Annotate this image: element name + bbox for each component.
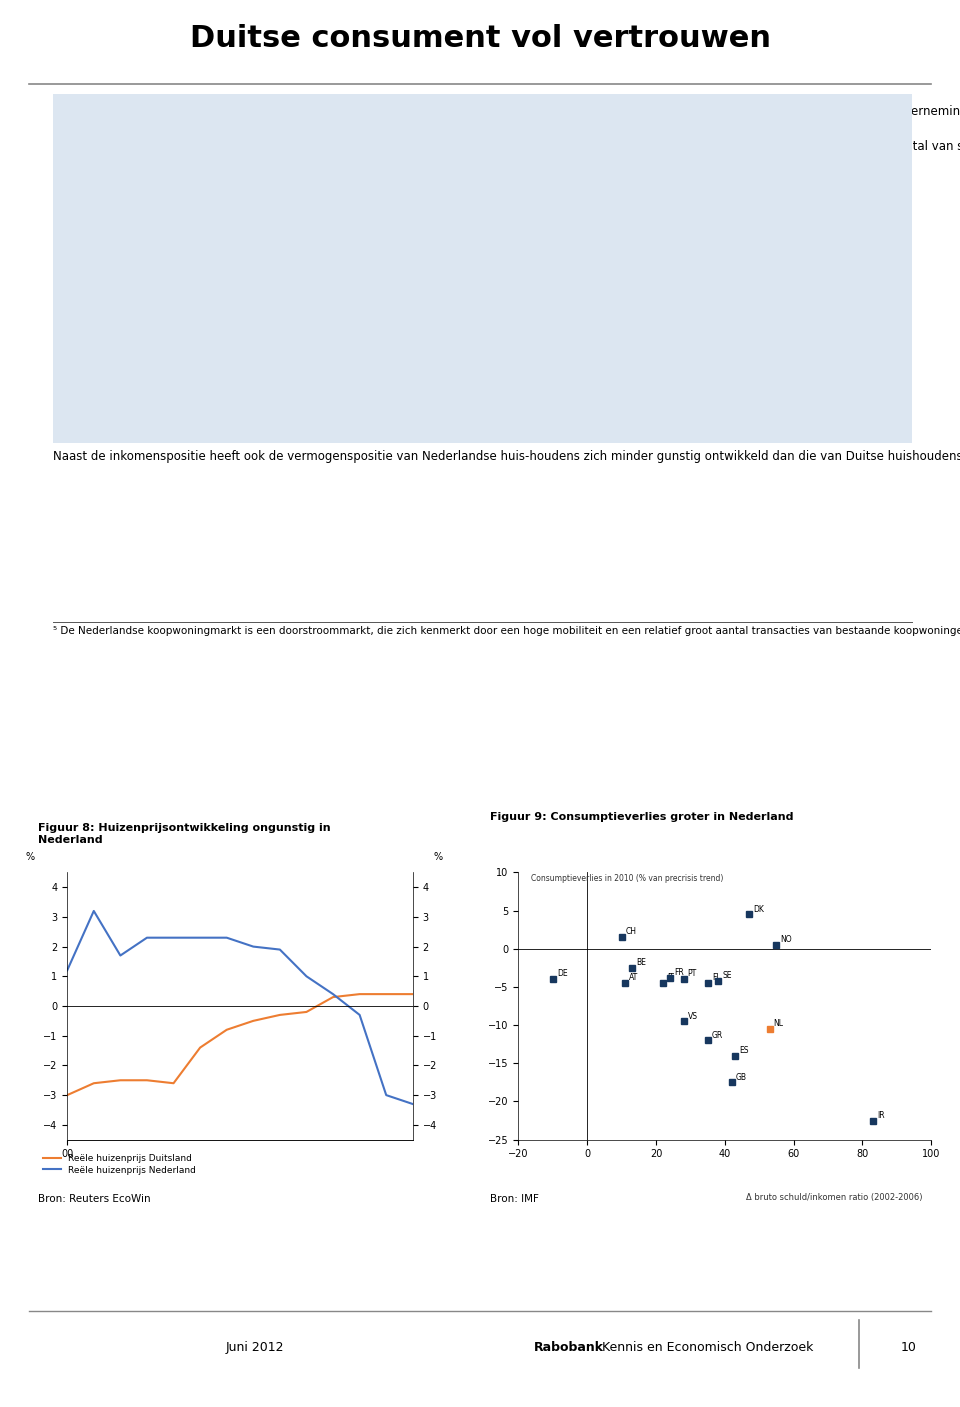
Text: 10: 10 — [900, 1341, 917, 1354]
Text: VS: VS — [687, 1012, 698, 1020]
Legend: Reële huizenprijs Duitsland, Reële huizenprijs Nederland: Reële huizenprijs Duitsland, Reële huize… — [43, 1154, 196, 1175]
Text: NO: NO — [780, 936, 792, 944]
Text: DE: DE — [557, 969, 567, 978]
Text: AT: AT — [629, 974, 638, 982]
Text: PT: PT — [687, 969, 697, 978]
Text: BE: BE — [636, 958, 646, 967]
Text: Δ bruto schuld/inkomen ratio (2002-2006): Δ bruto schuld/inkomen ratio (2002-2006) — [747, 1193, 923, 1202]
Text: Duitse consument vol vertrouwen: Duitse consument vol vertrouwen — [189, 24, 771, 53]
Text: IR: IR — [876, 1110, 884, 1120]
Text: Juni 2012: Juni 2012 — [226, 1341, 283, 1354]
Text: IT: IT — [667, 974, 674, 982]
Text: Bron: Reuters EcoWin: Bron: Reuters EcoWin — [38, 1193, 151, 1204]
Text: in Duitsland met 1,35%. Ten slotte profiteerden de Duitse bedrijven ook in steed: in Duitsland met 1,35%. Ten slotte profi… — [74, 104, 960, 153]
Text: Naast de inkomenspositie heeft ook de vermogenspositie van Nederlandse huis-houd: Naast de inkomenspositie heeft ook de ve… — [53, 450, 960, 463]
Text: DK: DK — [753, 905, 764, 913]
Text: GR: GR — [711, 1030, 723, 1040]
Text: ES: ES — [739, 1045, 749, 1055]
Text: SE: SE — [722, 971, 732, 981]
Text: Kennis en Economisch Onderzoek: Kennis en Economisch Onderzoek — [602, 1341, 813, 1354]
Text: FI: FI — [711, 974, 718, 982]
Text: Bron: IMF: Bron: IMF — [490, 1193, 539, 1204]
Text: CH: CH — [626, 927, 636, 937]
Text: %: % — [434, 851, 443, 861]
Text: GB: GB — [736, 1072, 747, 1082]
Text: %: % — [26, 851, 35, 861]
Text: Consumptieverlies in 2010 (% van precrisis trend): Consumptieverlies in 2010 (% van precris… — [531, 874, 723, 882]
Text: ⁵ De Nederlandse koopwoningmarkt is een doorstroommarkt, die zich kenmerkt door : ⁵ De Nederlandse koopwoningmarkt is een … — [53, 626, 960, 636]
Text: Figuur 8: Huizenprijsontwikkeling ongunstig in
Nederland: Figuur 8: Huizenprijsontwikkeling onguns… — [38, 823, 331, 844]
Text: NL: NL — [774, 1019, 783, 1029]
Text: FR: FR — [674, 968, 684, 976]
Text: Figuur 9: Consumptieverlies groter in Nederland: Figuur 9: Consumptieverlies groter in Ne… — [490, 812, 793, 822]
Text: Rabobank: Rabobank — [534, 1341, 604, 1354]
